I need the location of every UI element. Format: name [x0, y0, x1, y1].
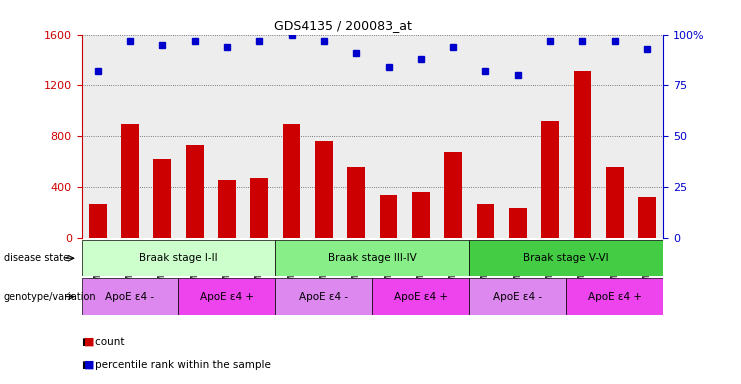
Bar	[121, 124, 139, 238]
Bar	[541, 121, 559, 238]
Bar	[250, 178, 268, 238]
Text: ApoE ε4 -: ApoE ε4 -	[494, 291, 542, 302]
Bar	[340, 35, 373, 238]
Text: ■ percentile rank within the sample: ■ percentile rank within the sample	[82, 360, 270, 370]
Bar	[276, 240, 469, 276]
Bar	[476, 204, 494, 238]
Bar	[218, 180, 236, 238]
Bar	[282, 124, 300, 238]
Bar	[574, 71, 591, 238]
Text: ApoE ε4 +: ApoE ε4 +	[200, 291, 254, 302]
Bar	[114, 35, 146, 238]
Bar	[469, 240, 663, 276]
Text: ApoE ε4 +: ApoE ε4 +	[393, 291, 448, 302]
Text: ■: ■	[84, 337, 95, 347]
Text: Braak stage I-II: Braak stage I-II	[139, 253, 218, 263]
Text: ApoE ε4 +: ApoE ε4 +	[588, 291, 642, 302]
Bar	[566, 278, 663, 315]
Bar	[509, 207, 527, 238]
Bar	[412, 192, 430, 238]
Text: disease state: disease state	[4, 253, 69, 263]
Bar	[469, 35, 502, 238]
Bar	[210, 35, 243, 238]
Bar	[373, 35, 405, 238]
Bar	[82, 240, 276, 276]
Bar	[186, 145, 204, 238]
Bar	[82, 35, 114, 238]
Title: GDS4135 / 200083_at: GDS4135 / 200083_at	[274, 19, 412, 32]
Text: ApoE ε4 -: ApoE ε4 -	[105, 291, 155, 302]
Bar	[502, 35, 534, 238]
Text: Braak stage V-VI: Braak stage V-VI	[523, 253, 609, 263]
Bar	[405, 35, 437, 238]
Bar	[179, 278, 276, 315]
Bar	[89, 204, 107, 238]
Bar	[276, 278, 373, 315]
Text: genotype/variation: genotype/variation	[4, 291, 96, 302]
Bar	[146, 35, 179, 238]
Bar	[534, 35, 566, 238]
Bar	[379, 195, 397, 238]
Bar	[631, 35, 663, 238]
Bar	[445, 152, 462, 238]
Text: ApoE ε4 -: ApoE ε4 -	[299, 291, 348, 302]
Bar	[179, 35, 210, 238]
Bar	[153, 159, 171, 238]
Bar	[437, 35, 469, 238]
Bar	[243, 35, 276, 238]
Bar	[469, 278, 566, 315]
Text: Braak stage III-IV: Braak stage III-IV	[328, 253, 416, 263]
Bar	[315, 141, 333, 238]
Bar	[638, 197, 656, 238]
Bar	[308, 35, 340, 238]
Bar	[82, 278, 179, 315]
Bar	[348, 167, 365, 238]
Bar	[373, 278, 469, 315]
Bar	[276, 35, 308, 238]
Bar	[566, 35, 599, 238]
Bar	[599, 35, 631, 238]
Text: ■ count: ■ count	[82, 337, 124, 347]
Bar	[606, 167, 624, 238]
Text: ■: ■	[84, 360, 95, 370]
